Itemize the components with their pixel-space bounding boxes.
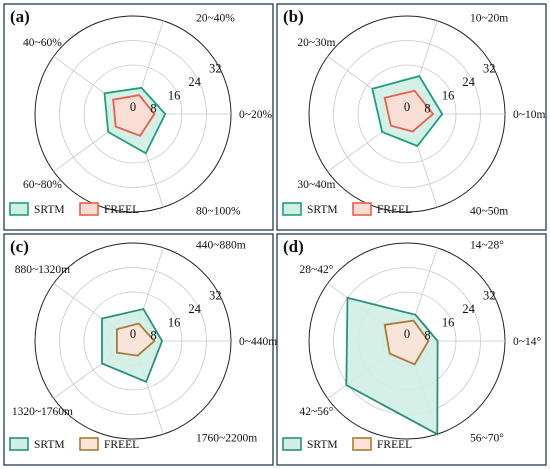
category-label-2: 20~30m — [297, 37, 335, 49]
category-label-4: 56~70° — [470, 432, 504, 444]
category-label-2: 880~1320m — [15, 264, 70, 276]
freel-polygon — [116, 322, 156, 357]
legend-swatch-freel — [352, 437, 372, 451]
panel-frame — [3, 233, 274, 466]
category-label-0: 0~20% — [239, 109, 272, 121]
tick-label-2: 16 — [168, 315, 181, 329]
category-label-1: 20~40% — [196, 13, 235, 25]
category-label-3: 42~56° — [299, 406, 333, 418]
freel-polygon — [112, 94, 156, 137]
category-label-3: 30~40m — [297, 179, 335, 191]
legend-label-srtm: SRTM — [307, 204, 338, 216]
tick-label-4: 32 — [209, 62, 222, 76]
legend-label-srtm: SRTM — [34, 439, 65, 451]
legend-label-freel: FREEL — [377, 439, 412, 451]
legend-swatch-srtm — [9, 202, 29, 216]
legend-label-srtm: SRTM — [34, 204, 65, 216]
category-label-1: 440~880m — [196, 240, 246, 252]
legend-label-srtm: SRTM — [307, 439, 338, 451]
tick-label-4: 32 — [483, 62, 496, 76]
panel-label: (a) — [10, 7, 30, 26]
tick-label-1: 8 — [150, 329, 156, 343]
category-label-3: 60~80% — [23, 179, 62, 191]
tick-label-2: 16 — [442, 315, 455, 329]
panel-label: (b) — [283, 7, 304, 26]
tick-label-2: 16 — [168, 88, 181, 102]
legend-swatch-freel — [79, 437, 99, 451]
legend-label-freel: FREEL — [104, 204, 139, 216]
legend-label-freel: FREEL — [377, 204, 412, 216]
category-label-3: 1320~1760m — [12, 406, 73, 418]
panel-c: 0 8 16 24 32 0~440m 440~880m 880~1320m 1320~1760… — [3, 233, 277, 466]
tick-label-2: 16 — [442, 88, 455, 102]
tick-label-1: 8 — [424, 329, 430, 343]
category-label-2: 28~42° — [299, 264, 333, 276]
category-label-4: 1760~2200m — [196, 432, 257, 444]
panel-frame — [3, 3, 274, 231]
tick-label-4: 32 — [483, 289, 496, 303]
tick-label-4: 32 — [209, 289, 222, 303]
panel-d: 0 8 16 24 32 0~14° 14~28° 28~42° 42~56° 56~70° (d)… — [276, 233, 547, 466]
tick-label-3: 24 — [462, 75, 475, 89]
legend-swatch-srtm — [282, 202, 302, 216]
tick-label-0: 0 — [130, 327, 136, 341]
category-label-2: 40~60% — [23, 37, 62, 49]
panel-a: 0 8 16 24 32 0~20% 20~40% 40~60% 60~80% 80~100% (a… — [3, 3, 274, 231]
category-label-1: 10~20m — [470, 13, 508, 25]
panel-label: (d) — [283, 237, 304, 256]
panel-frame — [276, 233, 547, 466]
category-label-0: 0~440m — [239, 336, 277, 348]
tick-label-0: 0 — [404, 100, 410, 114]
tick-label-3: 24 — [462, 302, 475, 316]
category-label-4: 40~50m — [470, 205, 508, 217]
panel-b: 0 8 16 24 32 0~10m 10~20m 20~30m 30~40m 40~50m (b)… — [276, 3, 547, 231]
category-label-0: 0~10m — [513, 109, 545, 121]
panel-frame — [276, 3, 547, 231]
legend-swatch-srtm — [282, 437, 302, 451]
tick-label-0: 0 — [404, 327, 410, 341]
freel-polygon — [383, 89, 435, 133]
tick-label-0: 0 — [130, 100, 136, 114]
legend-label-freel: FREEL — [104, 439, 139, 451]
category-label-1: 14~28° — [470, 240, 504, 252]
category-label-4: 80~100% — [196, 205, 241, 217]
panel-label: (c) — [10, 237, 29, 256]
tick-label-3: 24 — [188, 302, 201, 316]
tick-label-3: 24 — [188, 75, 201, 89]
legend-swatch-srtm — [9, 437, 29, 451]
tick-label-1: 8 — [150, 102, 156, 116]
legend-swatch-freel — [352, 202, 372, 216]
srtm-polygon — [345, 296, 439, 436]
freel-polygon — [383, 319, 430, 366]
legend-swatch-freel — [79, 202, 99, 216]
tick-label-1: 8 — [424, 102, 430, 116]
category-label-0: 0~14° — [513, 336, 541, 348]
